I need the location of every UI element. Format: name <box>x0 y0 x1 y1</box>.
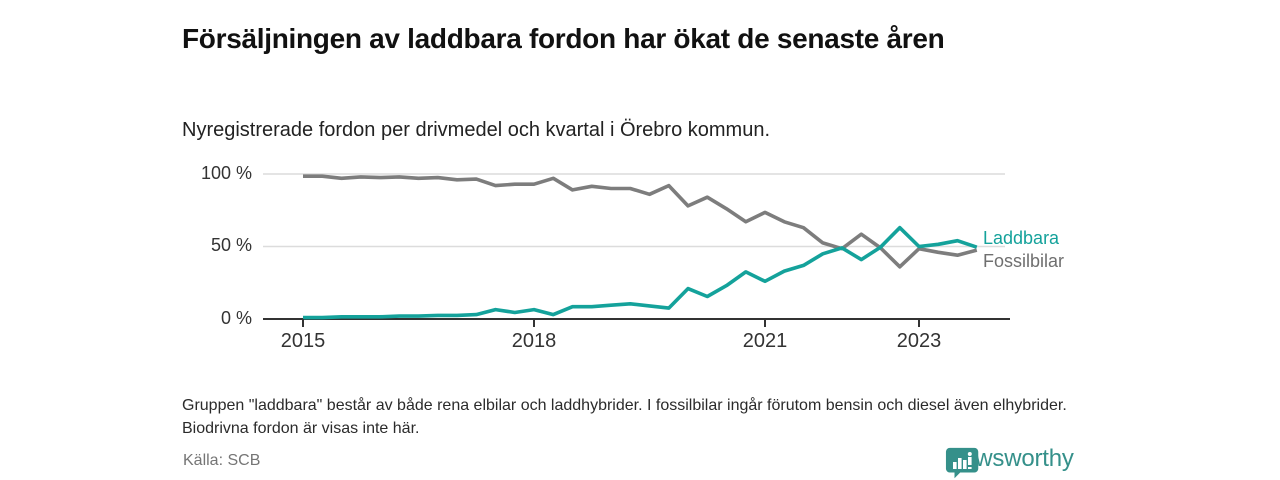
chart-footnote: Gruppen "laddbara" består av både rena e… <box>182 397 1067 437</box>
y-tick-50: 50 % <box>210 235 252 255</box>
page-title: Försäljningen av laddbara fordon har öka… <box>182 22 945 54</box>
x-tick-2023: 2023 <box>896 330 942 352</box>
x-tick-2021: 2021 <box>742 330 788 352</box>
fossilbilar-line <box>303 174 978 269</box>
source-label: Källa: SCB <box>183 452 261 469</box>
legend-label-fossilbilar: Fossilbilar <box>983 251 1065 271</box>
newsworthy-logo: Newsworthy <box>945 445 1074 479</box>
x-tick-2015: 2015 <box>280 330 326 352</box>
chart-subtitle: Nyregistrerade fordon per drivmedel och … <box>182 119 771 141</box>
bar-chart-speech-bubble-icon <box>945 447 979 479</box>
laddbara-line <box>303 225 978 320</box>
x-tick-2018: 2018 <box>511 330 557 352</box>
legend-label-laddbara: Laddbara <box>983 228 1060 248</box>
y-tick-100: 100 % <box>200 163 252 183</box>
y-tick-0: 0 % <box>220 308 252 328</box>
